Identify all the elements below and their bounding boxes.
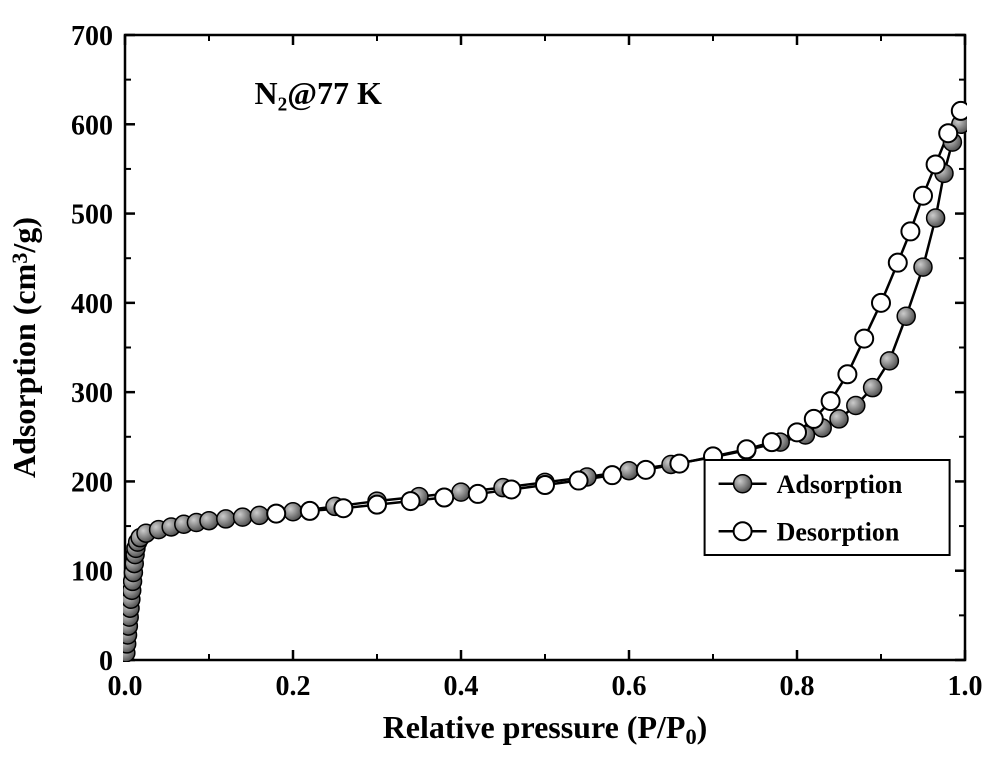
chart-svg: 0.00.20.40.60.81.00100200300400500600700… <box>0 0 1000 778</box>
svg-text:0.4: 0.4 <box>444 671 479 702</box>
svg-text:700: 700 <box>71 21 113 52</box>
svg-text:0: 0 <box>99 646 113 677</box>
svg-text:600: 600 <box>71 110 113 141</box>
svg-text:1.0: 1.0 <box>948 671 983 702</box>
svg-text:Desorption: Desorption <box>777 517 900 546</box>
svg-text:0.2: 0.2 <box>276 671 311 702</box>
svg-text:N₂@77 K: N₂@77 K <box>255 75 382 111</box>
svg-text:0.6: 0.6 <box>612 671 647 702</box>
svg-text:400: 400 <box>71 289 113 320</box>
svg-text:0.8: 0.8 <box>780 671 815 702</box>
isotherm-chart: 0.00.20.40.60.81.00100200300400500600700… <box>0 0 1000 778</box>
svg-text:200: 200 <box>71 467 113 498</box>
svg-text:Adsorption: Adsorption <box>777 470 903 499</box>
svg-text:300: 300 <box>71 378 113 409</box>
svg-text:500: 500 <box>71 200 113 231</box>
svg-text:100: 100 <box>71 557 113 588</box>
svg-text:Relative pressure (P/P0): Relative pressure (P/P0) <box>383 709 708 749</box>
